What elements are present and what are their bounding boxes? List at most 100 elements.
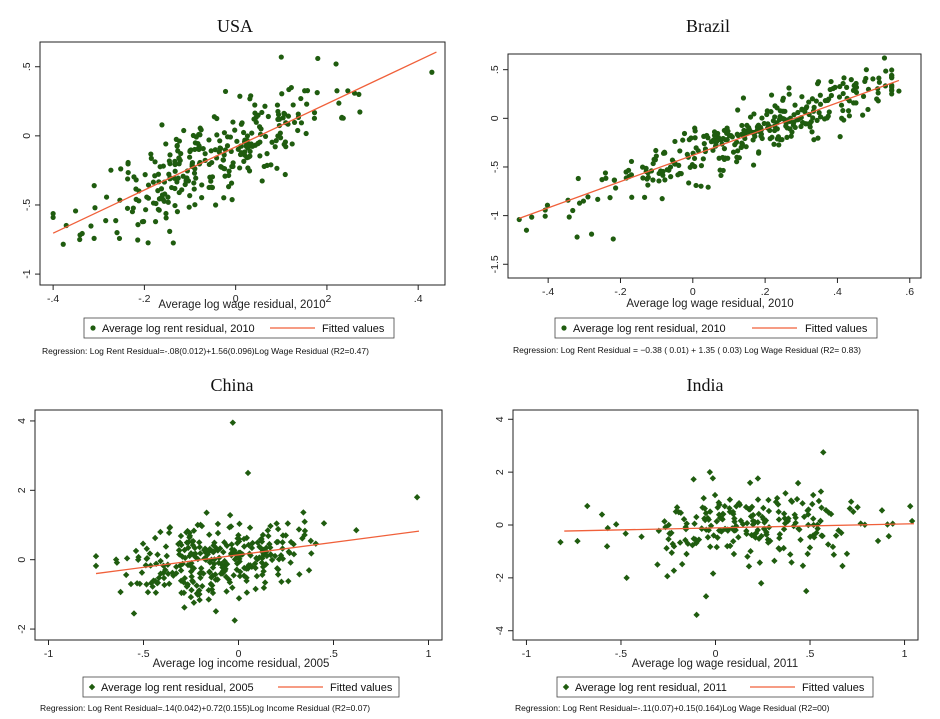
data-point — [804, 511, 812, 518]
data-point — [702, 509, 710, 517]
data-point — [643, 165, 649, 172]
data-point — [186, 534, 193, 541]
data-point — [208, 586, 216, 593]
x-axis: -.4 -.2 0 .2 .4 — [47, 285, 423, 305]
data-point — [184, 561, 192, 569]
data-point — [230, 160, 236, 166]
y-tick-label: -4 — [494, 626, 506, 635]
data-point — [775, 516, 783, 523]
data-point — [576, 200, 583, 206]
data-point — [208, 178, 214, 184]
data-point — [665, 521, 672, 529]
data-point — [720, 135, 726, 142]
y-tick-label: 2 — [494, 469, 506, 475]
data-point — [304, 101, 310, 107]
data-point — [214, 547, 222, 554]
data-point — [205, 548, 213, 555]
data-point — [672, 138, 678, 145]
data-point — [301, 531, 308, 539]
data-point — [231, 547, 238, 554]
data-point — [688, 135, 694, 141]
data-point — [226, 579, 234, 586]
data-point — [799, 94, 805, 100]
data-point — [774, 136, 780, 142]
data-point — [196, 539, 203, 546]
data-point — [122, 571, 130, 579]
data-point — [714, 534, 721, 541]
data-point — [692, 135, 698, 141]
data-point — [772, 114, 778, 120]
data-point — [820, 449, 827, 456]
data-point — [241, 158, 247, 164]
data-point — [811, 104, 817, 110]
data-point — [160, 569, 167, 577]
data-point — [103, 217, 109, 224]
data-point — [772, 103, 778, 109]
data-point — [735, 499, 743, 507]
data-point — [290, 550, 298, 558]
data-point — [284, 520, 292, 527]
data-point — [765, 539, 772, 546]
data-point — [264, 151, 270, 157]
x-tick-label: -.5 — [615, 648, 627, 660]
data-point — [806, 99, 812, 105]
data-point — [135, 222, 141, 228]
data-point — [191, 186, 197, 192]
data-point — [863, 75, 869, 82]
data-point — [750, 532, 757, 539]
data-point — [296, 571, 303, 578]
y-tick-label: 2 — [16, 487, 28, 493]
data-point — [735, 534, 742, 541]
data-point — [747, 548, 754, 555]
data-point — [193, 582, 200, 589]
fitted-line — [564, 523, 915, 532]
data-point — [607, 195, 613, 201]
data-point — [112, 556, 120, 563]
data-point — [876, 79, 882, 85]
data-point — [302, 88, 308, 94]
data-point — [176, 155, 182, 162]
data-point — [183, 583, 191, 590]
data-point — [206, 184, 212, 191]
data-point — [238, 121, 244, 127]
data-point — [278, 578, 285, 585]
data-point — [195, 590, 203, 598]
data-point — [311, 110, 318, 116]
x-axis-label: Average log wage residual, 2011 — [632, 658, 798, 670]
y-tick-label: -2 — [16, 624, 28, 633]
data-point — [726, 132, 732, 138]
data-point — [760, 516, 767, 523]
data-point — [269, 139, 275, 145]
data-point — [580, 198, 587, 204]
data-point — [290, 102, 296, 108]
data-point — [186, 204, 192, 210]
data-point — [235, 549, 243, 556]
data-point — [187, 193, 193, 199]
data-point — [244, 133, 251, 139]
data-point — [599, 177, 605, 183]
data-point — [721, 146, 728, 152]
data-point — [660, 172, 666, 178]
data-point — [206, 531, 213, 538]
data-point — [825, 97, 831, 104]
data-point — [176, 189, 182, 196]
data-point — [283, 144, 289, 150]
data-point — [826, 109, 832, 115]
panel-brazil: Brazil -1.5 -1 -.5 0 .5 -.4 -.2 0 .2 .4 .6 Averag… — [489, 16, 922, 355]
data-point — [741, 127, 747, 133]
data-point — [889, 84, 895, 91]
data-point — [246, 154, 252, 160]
data-point — [205, 586, 212, 594]
data-point — [761, 519, 768, 526]
data-point — [747, 513, 755, 520]
data-point — [751, 111, 757, 117]
data-point — [226, 172, 232, 179]
data-point — [787, 126, 793, 132]
data-point — [704, 514, 711, 522]
data-point — [165, 199, 171, 205]
data-point — [670, 543, 678, 550]
data-point — [223, 560, 231, 568]
data-point — [702, 593, 710, 600]
x-axis-label: Average log wage residual, 2010 — [158, 299, 325, 311]
data-point — [837, 83, 843, 90]
